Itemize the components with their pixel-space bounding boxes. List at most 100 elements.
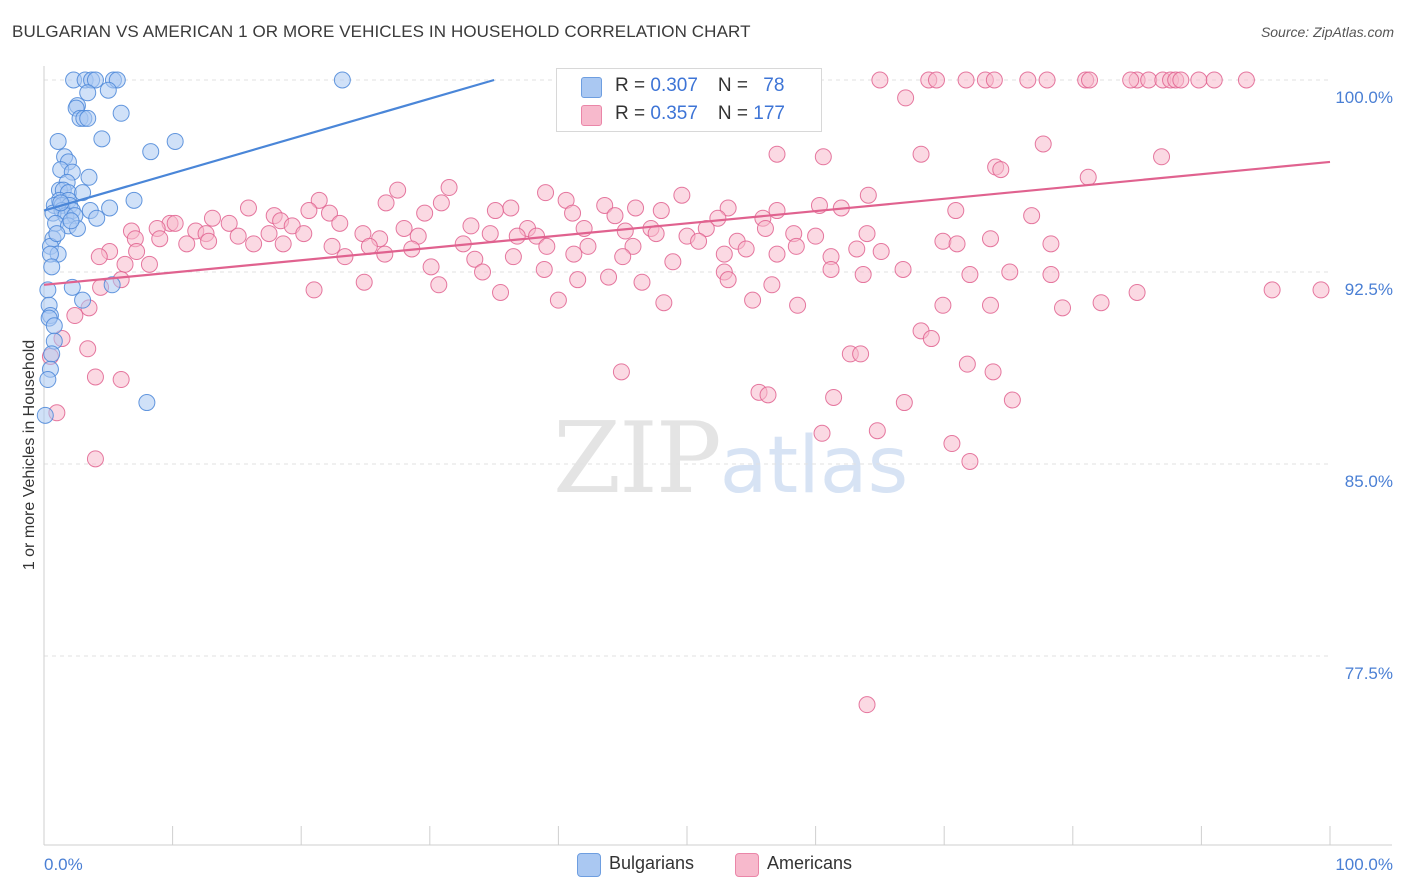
point-americans	[502, 199, 520, 217]
point-americans	[633, 273, 651, 291]
point-americans	[1312, 281, 1330, 299]
legend-swatch-americans	[735, 853, 759, 877]
point-bulgarians	[142, 143, 160, 161]
point-americans	[1122, 71, 1140, 89]
point-americans	[709, 209, 727, 227]
point-americans	[894, 260, 912, 278]
y-tick-label: 85.0%	[1345, 472, 1393, 491]
point-americans	[859, 186, 877, 204]
point-bulgarians	[79, 109, 97, 127]
point-americans	[813, 424, 831, 442]
point-bulgarians	[39, 371, 57, 389]
point-americans	[140, 255, 158, 273]
point-bulgarians	[125, 191, 143, 209]
point-americans	[245, 235, 263, 253]
legend-r-value: 0.357	[650, 103, 698, 124]
x-tick-label: 100.0%	[1335, 855, 1393, 874]
point-americans	[579, 237, 597, 255]
point-bulgarians	[138, 394, 156, 412]
point-bulgarians	[74, 291, 92, 309]
point-americans	[504, 248, 522, 266]
point-americans	[927, 71, 945, 89]
point-bulgarians	[62, 212, 80, 230]
point-americans	[1172, 71, 1190, 89]
point-americans	[481, 225, 499, 243]
point-americans	[961, 452, 979, 470]
point-americans	[943, 435, 961, 453]
legend-r-value: 0.307	[650, 75, 698, 96]
point-americans	[664, 253, 682, 271]
point-americans	[300, 202, 318, 220]
point-americans	[1128, 283, 1146, 301]
legend-swatch-bulgarians	[581, 77, 602, 98]
point-americans	[848, 240, 866, 258]
point-americans	[948, 235, 966, 253]
point-americans	[1153, 148, 1171, 166]
point-americans	[440, 179, 458, 197]
point-americans	[958, 355, 976, 373]
point-americans	[1190, 71, 1208, 89]
point-bulgarians	[49, 132, 67, 150]
point-americans	[569, 271, 587, 289]
point-americans	[872, 243, 890, 261]
point-americans	[854, 266, 872, 284]
legend-r-label: R =	[615, 75, 651, 96]
point-americans	[1205, 71, 1223, 89]
point-americans	[957, 71, 975, 89]
point-americans	[624, 237, 642, 255]
point-americans	[565, 245, 583, 263]
point-americans	[871, 71, 889, 89]
point-americans	[389, 181, 407, 199]
point-americans	[981, 296, 999, 314]
legend-n-label: N =	[717, 103, 754, 124]
point-americans	[759, 386, 777, 404]
point-americans	[151, 230, 169, 248]
point-americans	[79, 340, 97, 358]
trendline-bulgarians	[43, 78, 495, 212]
point-americans	[1038, 71, 1056, 89]
point-americans	[430, 276, 448, 294]
stats-legend: R = 0.307 N = 78 R = 0.357 N = 177	[556, 68, 822, 132]
point-americans	[1023, 207, 1041, 225]
point-americans	[961, 266, 979, 284]
point-americans	[616, 222, 634, 240]
point-americans	[947, 202, 965, 220]
point-americans	[66, 307, 84, 325]
point-americans	[614, 248, 632, 266]
point-americans	[200, 232, 218, 250]
point-americans	[897, 89, 915, 107]
legend-label-bulgarians: Bulgarians	[609, 853, 695, 873]
point-bulgarians	[99, 81, 117, 99]
point-americans	[807, 227, 825, 245]
point-bulgarians	[93, 130, 111, 148]
point-bulgarians	[48, 225, 66, 243]
point-americans	[508, 227, 526, 245]
point-americans	[203, 209, 221, 227]
point-americans	[538, 237, 556, 255]
point-americans	[128, 243, 146, 261]
point-americans	[789, 296, 807, 314]
legend-swatch-bulgarians	[577, 853, 601, 877]
point-bulgarians	[43, 258, 61, 276]
point-americans	[719, 271, 737, 289]
point-americans	[763, 276, 781, 294]
point-bulgarians	[112, 104, 130, 122]
point-bulgarians	[103, 276, 121, 294]
point-americans	[934, 232, 952, 250]
point-americans	[787, 237, 805, 255]
point-bulgarians	[101, 199, 119, 217]
point-americans	[606, 207, 624, 225]
point-bulgarians	[86, 71, 104, 89]
point-americans	[1081, 71, 1099, 89]
point-americans	[305, 281, 323, 299]
point-americans	[295, 225, 313, 243]
point-americans	[655, 294, 673, 312]
legend-label-americans: Americans	[767, 853, 853, 873]
point-americans	[377, 194, 395, 212]
point-americans	[814, 148, 832, 166]
point-americans	[1019, 71, 1037, 89]
point-americans	[647, 225, 665, 243]
point-americans	[549, 291, 567, 309]
point-americans	[719, 199, 737, 217]
point-americans	[895, 394, 913, 412]
